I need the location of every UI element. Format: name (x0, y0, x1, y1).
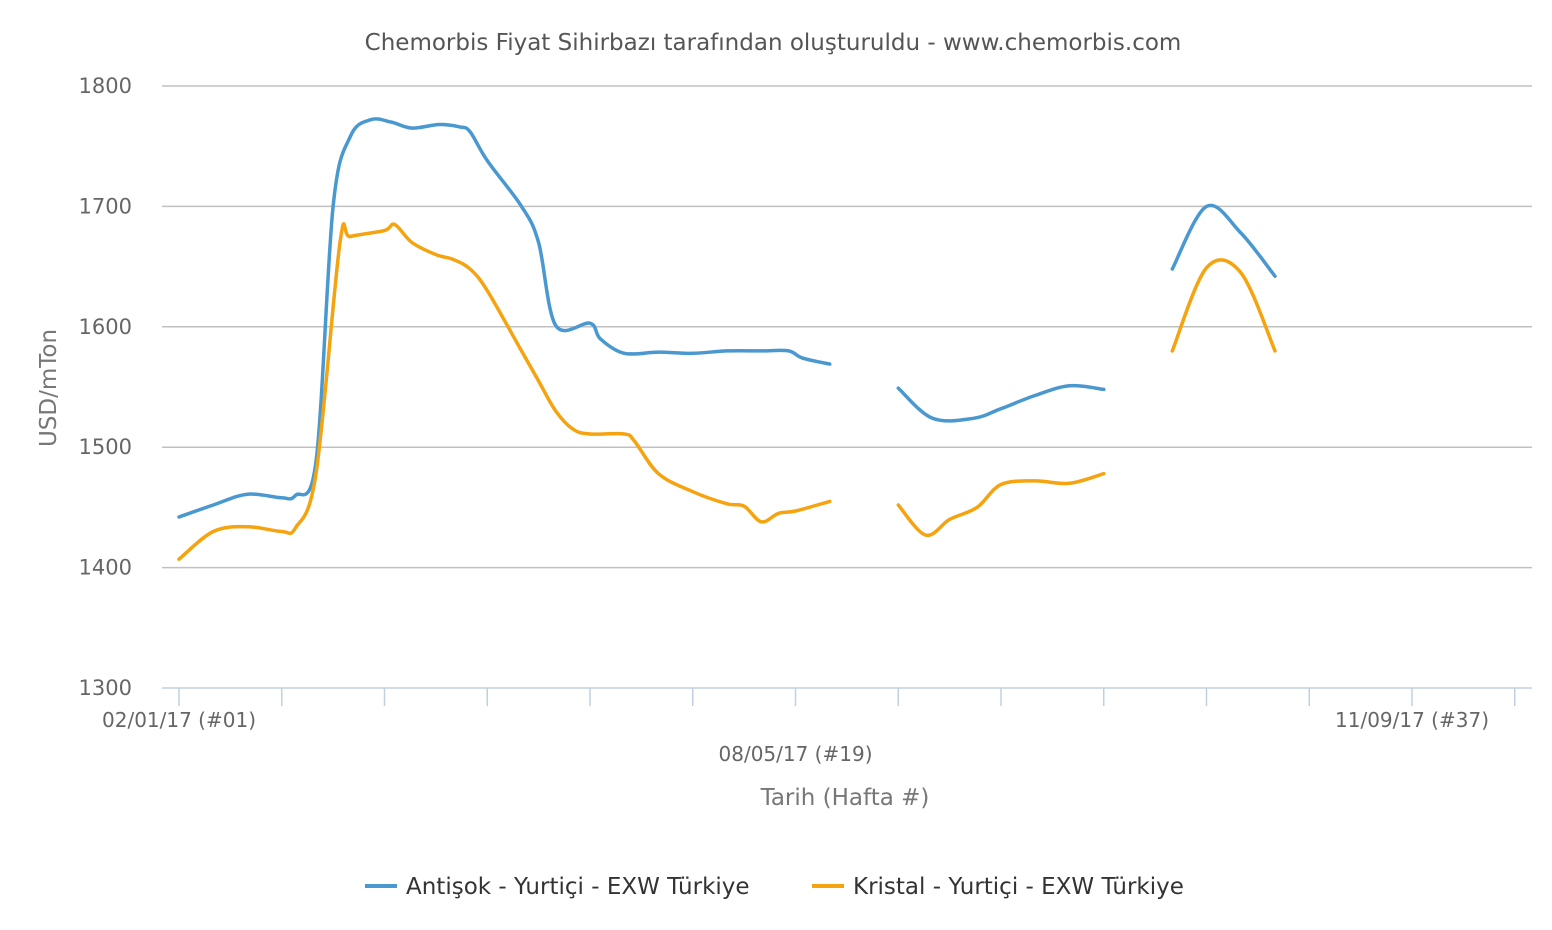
series-line-segment (896, 471, 1106, 538)
y-tick-label: 1800 (79, 74, 132, 98)
x-tick-label: 02/01/17 (#01) (102, 708, 256, 732)
legend-item-antisok[interactable]: Antişok - Yurtiçi - EXW Türkiye (365, 874, 750, 900)
series-line-segment (1170, 203, 1277, 278)
legend-item-kristal[interactable]: Kristal - Yurtiçi - EXW Türkiye (812, 874, 1184, 900)
series-line-segment (1170, 258, 1277, 353)
gridlines (162, 85, 1532, 569)
x-tick-label: 08/05/17 (#19) (719, 742, 873, 766)
x-axis (162, 687, 1532, 706)
chart-title: Chemorbis Fiyat Sihirbazı tarafından olu… (365, 30, 1182, 56)
series-lines (177, 117, 1277, 561)
y-tick-label: 1400 (79, 556, 132, 580)
series-line-segment (177, 222, 832, 561)
series-line-segment (896, 383, 1106, 423)
x-axis-tick-labels: 02/01/17 (#01) 08/05/17 (#19) 11/09/17 (#3… (102, 708, 1489, 766)
y-tick-label: 1300 (79, 676, 132, 700)
y-tick-label: 1500 (79, 435, 132, 459)
y-tick-label: 1600 (79, 315, 132, 339)
x-tick-label: 11/09/17 (#37) (1335, 708, 1489, 732)
x-axis-title: Tarih (Hafta #) (760, 785, 930, 811)
series-line-segment (177, 117, 832, 519)
series-kristal (177, 222, 1106, 561)
legend-label: Antişok - Yurtiçi - EXW Türkiye (406, 874, 750, 900)
y-axis-ticks: 1300 1400 1500 1600 1700 1800 (79, 74, 132, 700)
y-tick-label: 1700 (79, 194, 132, 218)
series-antisok (177, 117, 1106, 519)
y-axis-title: USD/mTon (36, 329, 62, 447)
legend[interactable]: Antişok - Yurtiçi - EXW Türkiye Kristal -… (365, 874, 1184, 900)
legend-label: Kristal - Yurtiçi - EXW Türkiye (853, 874, 1184, 900)
